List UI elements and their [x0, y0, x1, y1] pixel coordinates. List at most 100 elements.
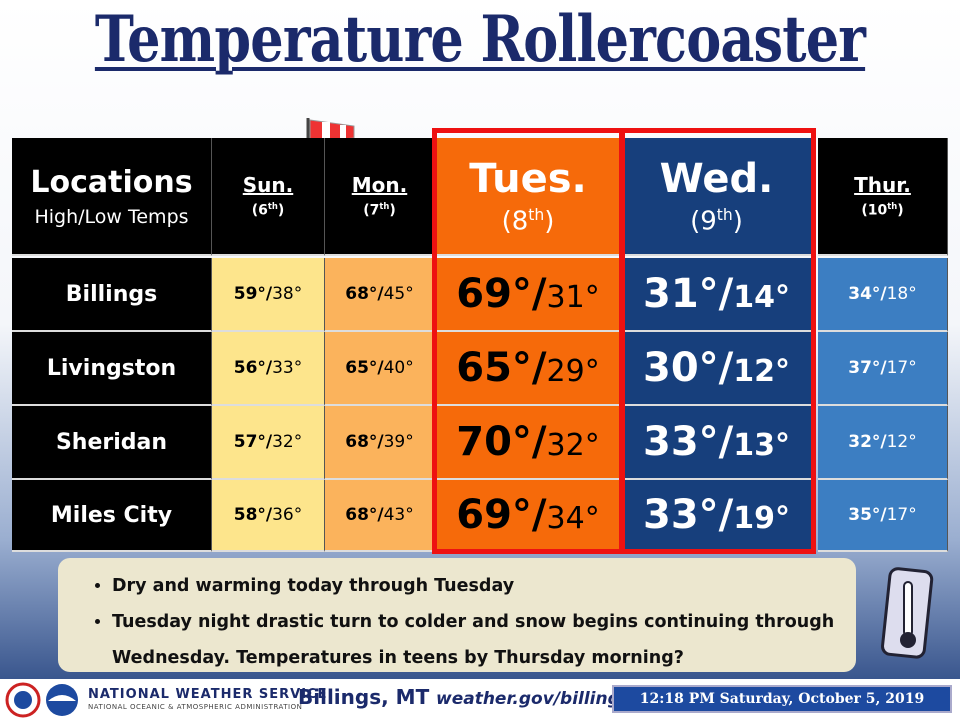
bullet: Dry and warming today through Tuesday [112, 568, 836, 604]
temp: 34°/18° [848, 284, 917, 304]
low-temp: 40° [383, 358, 414, 378]
date-text: (10 [861, 202, 888, 219]
location-cell: Billings [12, 258, 212, 332]
low-temp: 38° [272, 284, 303, 304]
temp-cell: 57°/32° [212, 406, 325, 480]
day-date: (7th) [363, 201, 396, 219]
day-name: Tues. [469, 155, 587, 202]
temp-cell: 56°/33° [212, 332, 325, 406]
date-text: ) [277, 202, 285, 219]
high-temp: 33°/ [642, 419, 734, 465]
high-temp: 68°/ [345, 505, 384, 525]
url: weather.gov/billings [436, 689, 630, 709]
temp: 65°/40° [345, 358, 414, 378]
high-temp: 59°/ [233, 284, 273, 304]
high-temp: 56°/ [233, 358, 273, 378]
location-cell: Miles City [12, 480, 212, 552]
low-temp: 33° [272, 358, 303, 378]
temp: 35°/17° [848, 505, 917, 525]
temp: 37°/17° [848, 358, 917, 378]
notes-box: Dry and warming today through Tuesday Tu… [58, 558, 856, 672]
temp-cell: 31°/14° [622, 258, 812, 332]
low-temp: 39° [383, 432, 414, 452]
footer: NATIONAL WEATHER SERVICE NATIONAL OCEANI… [0, 679, 960, 720]
date-text: ) [732, 206, 743, 237]
day-header: Mon. (7th) [325, 138, 435, 256]
high-temp: 57°/ [233, 432, 273, 452]
high-temp: 70°/ [456, 419, 547, 465]
high-temp: 35°/ [848, 505, 887, 525]
temp-cell: 30°/12° [622, 332, 812, 406]
low-temp: 17° [886, 505, 917, 525]
temp-cell: 58°/36° [212, 480, 325, 552]
low-temp: 17° [886, 358, 917, 378]
day-header: Sun. (6th) [212, 138, 325, 256]
column-title: Locations [30, 164, 193, 200]
low-temp: 12° [886, 432, 917, 452]
date-text: (7 [363, 202, 380, 219]
high-temp: 33°/ [642, 492, 734, 538]
date-text: (8 [501, 206, 529, 237]
high-temp: 32°/ [848, 432, 887, 452]
high-temp: 69°/ [456, 492, 547, 538]
low-temp: 45° [383, 284, 414, 304]
day-name: Thur. [854, 173, 911, 198]
temp-cell: 35°/17° [818, 480, 948, 552]
column-subtitle: High/Low Temps [34, 205, 189, 228]
date-text: ) [897, 202, 904, 219]
location: Billings [65, 281, 158, 307]
date-text: (6 [251, 202, 268, 219]
low-temp: 43° [383, 505, 414, 525]
temp: 30°/12° [643, 345, 790, 391]
low-temp: 36° [272, 505, 303, 525]
high-temp: 69°/ [456, 271, 547, 317]
thermometer-icon [881, 567, 934, 659]
day-name: Sun. [242, 173, 294, 198]
temp: 59°/38° [234, 284, 303, 304]
location: Sheridan [55, 429, 168, 455]
temp: 33°/19° [643, 492, 790, 538]
day-name: Wed. [659, 155, 774, 202]
date-text: ) [544, 206, 555, 237]
low-temp: 31° [546, 280, 600, 315]
temp-cell: 68°/45° [325, 258, 435, 332]
temp: 58°/36° [234, 505, 303, 525]
low-temp: 13° [733, 428, 791, 463]
temp-cell: 37°/17° [818, 332, 948, 406]
header-cell: Locations High/Low Temps [12, 138, 212, 256]
low-temp: 19° [733, 501, 791, 536]
temp: 70°/32° [456, 419, 599, 465]
highlight-box [432, 128, 624, 554]
day-date: (10th) [861, 201, 903, 219]
temp-cell: 59°/38° [212, 258, 325, 332]
day-date: (8th) [502, 206, 555, 237]
low-temp: 12° [733, 354, 791, 389]
high-temp: 65°/ [345, 358, 384, 378]
day-date: (6th) [252, 201, 285, 219]
temp: 68°/45° [345, 284, 414, 304]
temp: 69°/31° [456, 271, 599, 317]
temp-cell: 70°/32° [437, 406, 620, 480]
location: Livingston [46, 355, 177, 381]
location: Miles City [50, 502, 173, 528]
date-suffix: th [379, 201, 390, 212]
temp: 57°/32° [234, 432, 303, 452]
title: Temperature Rollercoaster [94, 2, 866, 77]
date-text: ) [389, 202, 396, 219]
date-suffix: th [887, 201, 898, 212]
low-temp: 32° [546, 428, 600, 463]
temp: 68°/39° [345, 432, 414, 452]
high-temp: 68°/ [345, 432, 384, 452]
date-suffix: th [528, 205, 545, 224]
temp-cell: 34°/18° [818, 258, 948, 332]
day-name: Mon. [351, 173, 408, 198]
temp-cell: 69°/34° [437, 480, 620, 552]
temp: 65°/29° [456, 345, 599, 391]
high-temp: 34°/ [848, 284, 887, 304]
high-temp: 58°/ [233, 505, 273, 525]
agency: NATIONAL WEATHER SERVICE [88, 687, 328, 702]
highlight-box [620, 128, 816, 554]
date-suffix: th [716, 205, 733, 224]
low-temp: 34° [546, 501, 600, 536]
